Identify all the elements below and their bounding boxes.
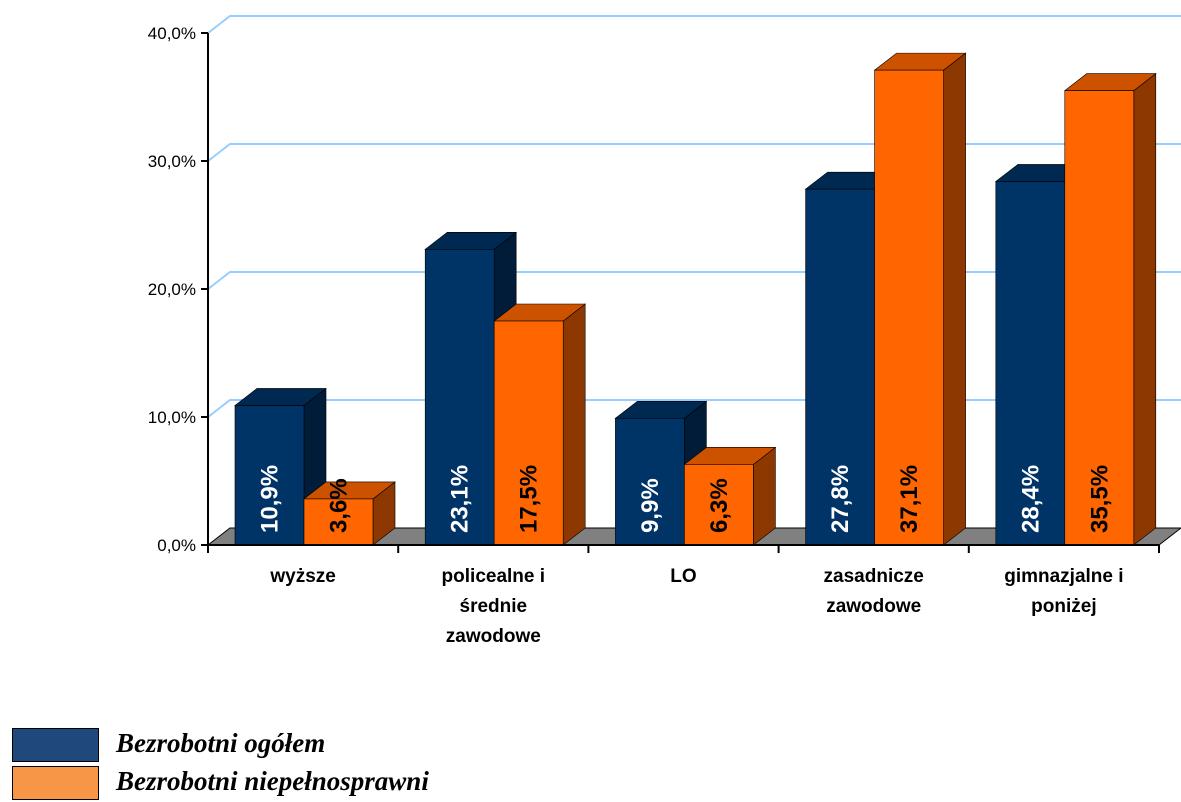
x-tick-label: zawodowe bbox=[446, 626, 541, 647]
bar bbox=[615, 417, 685, 546]
x-tick-label: średnie bbox=[460, 596, 528, 617]
bar bbox=[303, 498, 374, 546]
data-label: 37,1% bbox=[896, 465, 923, 533]
gridline bbox=[207, 15, 1181, 34]
x-tick-label: policealne i bbox=[442, 566, 545, 587]
data-label: 35,5% bbox=[1086, 465, 1113, 533]
x-tick-label: LO bbox=[670, 566, 696, 587]
bar-side bbox=[562, 303, 586, 546]
data-labels: 10,9% 3,6% 23,1% 17,5% 9,9% 6,3% 27,8% 37,1% 28,… bbox=[257, 465, 1114, 533]
x-tick-label: poniżej bbox=[1031, 596, 1096, 617]
y-tick-label: 40,0% bbox=[148, 24, 196, 43]
bar bbox=[874, 69, 944, 546]
y-tick-label: 20,0% bbox=[148, 280, 196, 299]
data-label: 10,9% bbox=[257, 465, 284, 533]
y-axis: 0,0% 10,0% 20,0% 30,0% 40,0% bbox=[148, 24, 209, 555]
bar bbox=[995, 181, 1066, 546]
bar-side bbox=[943, 52, 966, 546]
x-tick-label: zawodowe bbox=[826, 596, 921, 617]
legend-label-ogolem: Bezrobotni ogółem bbox=[116, 728, 326, 758]
y-tick-label: 0,0% bbox=[157, 536, 196, 555]
y-tick-label: 30,0% bbox=[148, 152, 196, 171]
bars bbox=[234, 52, 1157, 546]
data-label: 27,8% bbox=[827, 465, 854, 533]
data-label: 6,3% bbox=[706, 478, 733, 533]
bar bbox=[1064, 90, 1135, 546]
data-label: 23,1% bbox=[447, 465, 474, 533]
x-tick-label: wyższe bbox=[269, 566, 335, 587]
x-axis: wyższe policealne i średnie zawodowe LO zasad… bbox=[207, 544, 1160, 647]
bar-side bbox=[1133, 72, 1157, 546]
data-label: 3,6% bbox=[326, 478, 353, 533]
data-label: 17,5% bbox=[516, 465, 543, 533]
gridline bbox=[207, 143, 1181, 162]
legend-label-niepelnosprawni: Bezrobotni niepełnosprawni bbox=[116, 766, 429, 796]
data-label: 28,4% bbox=[1017, 465, 1044, 533]
legend-swatch-niepelnosprawni bbox=[12, 766, 99, 800]
data-label: 9,9% bbox=[637, 478, 664, 533]
x-tick-label: gimnazjalne i bbox=[1004, 566, 1123, 587]
legend-swatch-ogolem bbox=[12, 728, 99, 762]
bar bbox=[424, 249, 495, 546]
x-tick-label: zasadnicze bbox=[824, 566, 924, 587]
bar bbox=[805, 188, 875, 546]
bar bbox=[493, 320, 564, 546]
y-tick-label: 10,0% bbox=[148, 408, 196, 427]
